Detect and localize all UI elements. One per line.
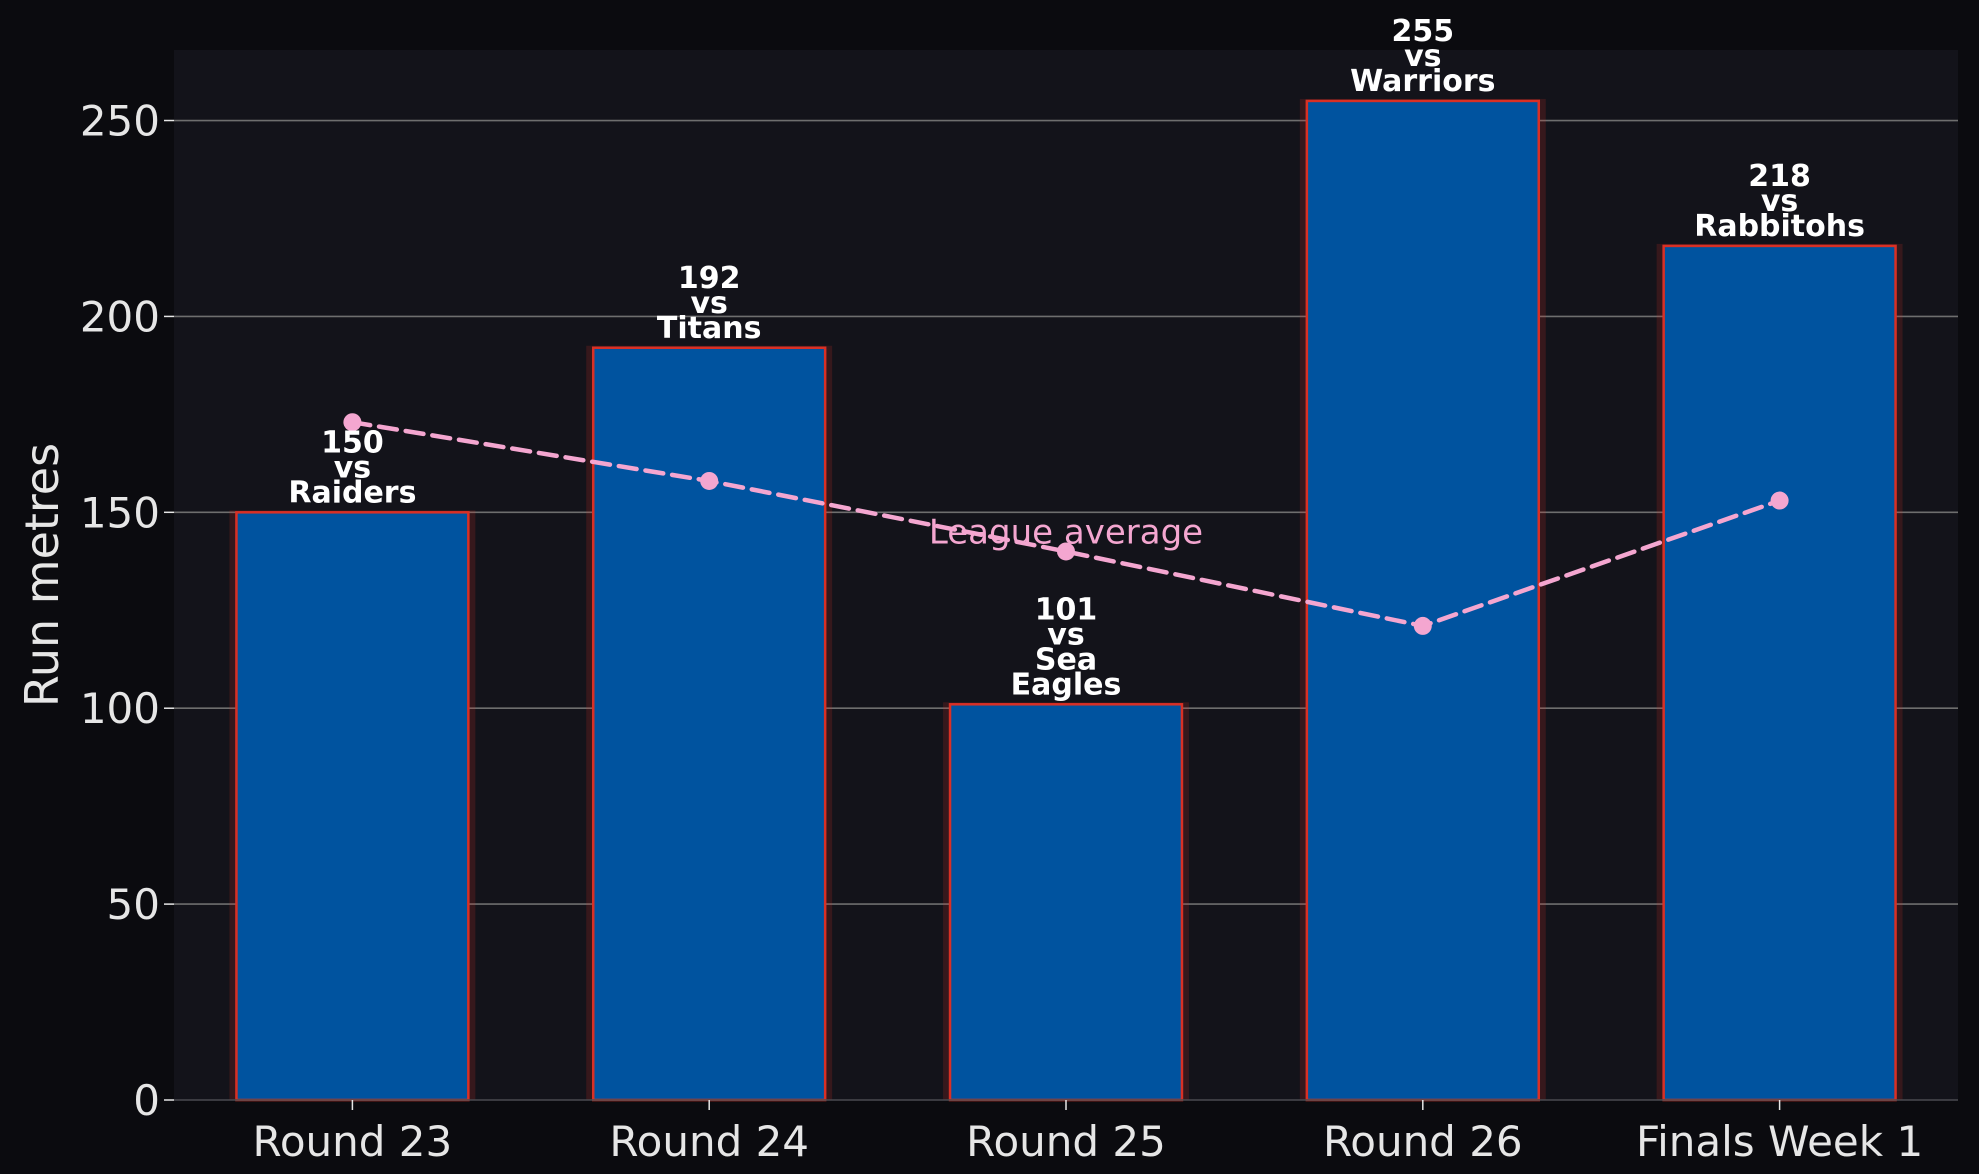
- y-tick-label: 150: [80, 488, 160, 537]
- league-average-label: League average: [929, 512, 1203, 552]
- x-tick-label: Round 25: [966, 1117, 1166, 1166]
- league-average-point: [1057, 542, 1075, 561]
- league-average-series: [350, 419, 1782, 629]
- bars: [229, 98, 1903, 1102]
- bar: [591, 346, 827, 1102]
- y-tick-label: 0: [133, 1076, 160, 1125]
- bar-value-label: 101 vs Sea Eagles: [1011, 592, 1122, 702]
- axes: 0 50 100 150 200 250 Round 23 Round 24 Round 25 R…: [80, 97, 1958, 1166]
- y-tick-label: 200: [80, 292, 160, 341]
- league-average-point: [1413, 616, 1432, 635]
- league-average-point: [343, 413, 362, 432]
- y-tick-label: 100: [80, 684, 160, 733]
- bar-value-label: 255 vs Warriors: [1350, 14, 1495, 99]
- bar-value-label: 150 vs Raiders: [288, 425, 416, 510]
- league-average-point: [700, 471, 719, 490]
- x-tick-label: Finals Week 1: [1636, 1117, 1923, 1166]
- league-average-point: [1770, 491, 1789, 510]
- y-tick-label: 250: [80, 97, 160, 146]
- league-average-line: League average: [343, 413, 1789, 635]
- bar: [948, 703, 1184, 1102]
- x-tick-label: Round 26: [1323, 1117, 1523, 1166]
- bar-value-label: 218 vs Rabbitohs: [1694, 159, 1865, 244]
- y-axis-label: Run metres: [15, 443, 69, 707]
- y-tick-label: 50: [107, 880, 160, 929]
- bar: [1662, 244, 1897, 1102]
- bar: [235, 511, 470, 1102]
- bar-labels: 150 vs Raiders 192 vs Titans 101 vs Sea Eagles 255…: [288, 14, 1865, 702]
- x-tick-label: Round 23: [253, 1117, 453, 1166]
- bar-value-label: 192 vs Titans: [657, 261, 762, 346]
- bar: [1305, 99, 1541, 1102]
- x-tick-label: Round 24: [609, 1117, 809, 1166]
